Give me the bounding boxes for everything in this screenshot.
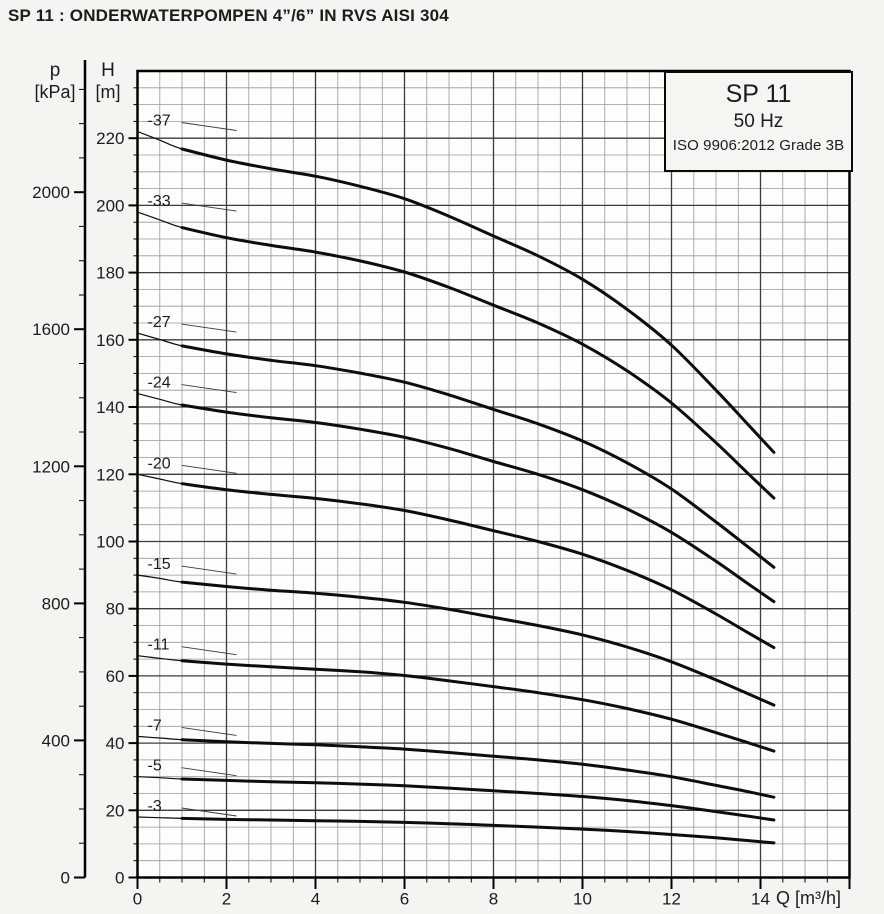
pump-curve-thick--5	[180, 777, 776, 822]
h-axis-tick-label: 20	[106, 801, 125, 820]
curve-label-leader--3	[181, 807, 237, 817]
curve-label-leader--27	[181, 323, 237, 333]
head-axis-unit: [m]	[95, 81, 121, 102]
curve-label--33: -33	[148, 193, 171, 210]
curve-label-leader--5	[181, 767, 237, 777]
pressure-axis-unit: [kPa]	[34, 81, 76, 102]
p-axis-tick-label: 0	[61, 869, 70, 888]
x-axis-tick-label: 4	[311, 890, 320, 909]
curve-label--27: -27	[148, 314, 171, 331]
p-axis-tick-label: 800	[42, 594, 70, 613]
curve-label--7: -7	[148, 717, 162, 734]
p-axis-tick-label: 1200	[32, 457, 70, 476]
pump-curve-thick--20	[180, 482, 776, 650]
head-axis-title: H [m]	[83, 60, 133, 103]
curve-label-leader--37	[181, 122, 237, 131]
p-axis-tick-label: 2000	[32, 183, 70, 202]
h-axis-tick-label: 120	[96, 465, 124, 484]
curve-label-leader--24	[181, 384, 237, 394]
x-axis-tick-label: 0	[133, 890, 142, 909]
pump-curve-thick--3	[180, 816, 776, 845]
h-axis-tick-label: 40	[106, 734, 125, 753]
h-axis-tick-label: 140	[96, 398, 124, 417]
h-axis-tick-label: 180	[96, 264, 124, 283]
chart-legend-box: SP 11 50 Hz ISO 9906:2012 Grade 3B	[664, 71, 853, 172]
curve-label--24: -24	[148, 375, 171, 392]
page-title: SP 11 : ONDERWATERPOMPEN 4”/6” IN RVS AI…	[8, 6, 449, 25]
frequency-label: 50 Hz	[733, 110, 784, 132]
pump-model-label: SP 11	[725, 80, 792, 108]
curve-label-leader--33	[181, 202, 237, 212]
h-axis-tick-label: 80	[106, 600, 125, 619]
pump-curve-thick--27	[180, 344, 776, 569]
pump-curve-thick--7	[180, 738, 776, 799]
curve-label-leader--20	[181, 464, 237, 474]
x-axis-tick-label: 10	[573, 890, 592, 909]
h-axis-tick-label: 0	[115, 869, 124, 888]
h-axis-tick-label: 60	[106, 667, 125, 686]
curve-label--20: -20	[148, 455, 171, 472]
x-axis-tick-label: 6	[400, 890, 409, 909]
flow-axis-title: Q [m³/h]	[776, 888, 842, 908]
iso-standard-label: ISO 9906:2012 Grade 3B	[672, 136, 845, 154]
curve-label-leader--15	[181, 565, 237, 575]
curve-label--15: -15	[148, 556, 171, 573]
pressure-axis-symbol: p	[49, 60, 61, 81]
p-axis-tick-label: 400	[42, 731, 70, 750]
curve-label--5: -5	[148, 758, 162, 775]
x-axis-tick-label: 2	[222, 890, 231, 909]
x-axis-tick-label: 12	[662, 890, 681, 909]
pressure-axis-title: p [kPa]	[29, 60, 81, 103]
curve-label--37: -37	[148, 113, 171, 130]
pump-curve-thick--11	[180, 659, 776, 753]
curve-label-leader--7	[181, 726, 237, 736]
h-axis-tick-label: 220	[96, 129, 124, 148]
curve-label--11: -11	[148, 637, 170, 654]
head-axis-symbol: H	[101, 60, 115, 81]
pump-curve-thick--15	[180, 580, 776, 707]
pump-curve-thick--37	[180, 147, 776, 454]
x-axis-tick-label: 14	[751, 890, 770, 909]
pump-curve-thick--24	[180, 403, 776, 604]
p-axis-tick-label: 1600	[32, 320, 70, 339]
curve-label--3: -3	[148, 798, 162, 815]
h-axis-tick-label: 200	[96, 196, 124, 215]
h-axis-tick-label: 100	[96, 533, 124, 552]
h-axis-tick-label: 160	[96, 331, 124, 350]
pump-curve-thick--33	[180, 226, 776, 500]
x-axis-tick-label: 8	[489, 890, 498, 909]
curve-label-leader--11	[181, 646, 237, 656]
